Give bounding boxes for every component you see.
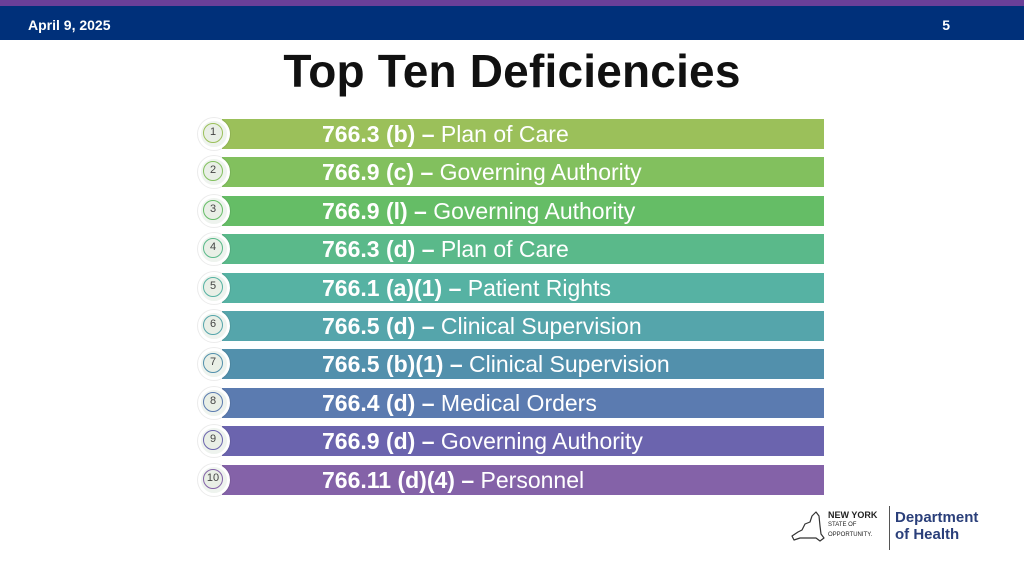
deficiency-row: 9 766.9 (d) – Governing Authority [198,425,828,459]
separator-dash: – [421,313,435,339]
separator-dash: – [448,274,462,301]
doh-wordmark: Department of Health [895,509,978,543]
rank-number: 7 [203,353,223,374]
deficiency-text: 766.1 (a)(1) – Patient Rights [322,274,611,302]
separator-dash: – [420,159,434,186]
deficiency-description: Governing Authority [440,428,643,455]
deficiency-description: Plan of Care [440,236,569,263]
deficiency-row: 8 766.4 (d) – Medical Orders [198,386,828,421]
rank-circle: 3 [198,194,230,227]
page-title: Top Ten Deficiencies [283,45,741,97]
doh-line-1: Department [895,509,979,526]
rank-number: 9 [203,430,223,451]
regulation-code: 766.3 (b) [322,121,416,147]
nys-tagline-2: OPPORTUNITY. [828,532,873,538]
rank-circle: 6 [198,310,230,342]
slide-page-number: 5 [942,17,950,33]
rank-circle: 1 [198,118,230,150]
separator-dash: – [421,236,435,263]
deficiency-text: 766.4 (d) – Medical Orders [322,389,597,417]
deficiency-description: Governing Authority [433,197,636,224]
deficiency-bar [222,349,824,380]
regulation-code: 766.9 (l) [322,197,408,224]
nys-tagline-1: STATE OF [828,522,857,528]
deficiency-text: 766.5 (b)(1) – Clinical Supervision [322,350,670,378]
deficiency-bar [222,426,824,457]
deficiency-row: 10 766.11 (d)(4) – Personnel [198,463,828,498]
rank-circle: 5 [198,271,230,304]
deficiency-bar [222,387,824,418]
top-accent-stripe [0,0,1024,6]
rank-number: 1 [203,123,223,143]
separator-dash: – [449,351,463,378]
rank-number: 4 [203,238,223,259]
regulation-code: 766.3 (d) [322,236,416,263]
deficiency-description: Plan of Care [440,121,569,147]
deficiency-description: Governing Authority [439,159,642,186]
rank-number: 10 [203,468,223,489]
deficiency-bar [222,234,824,265]
deficiency-row: 7 766.5 (b)(1) – Clinical Supervision [198,348,828,382]
deficiency-description: Clinical Supervision [440,313,642,339]
header-bar: April 9, 2025 5 [0,6,1024,40]
separator-dash: – [461,466,475,493]
new-york-state-map-icon [791,511,825,542]
regulation-code: 766.9 (d) [322,428,416,455]
rank-circle: 8 [198,386,230,419]
deficiency-text: 766.9 (d) – Governing Authority [322,427,643,455]
deficiency-description: Medical Orders [440,389,597,416]
doh-line-2: of Health [895,526,960,543]
deficiency-bar [222,311,824,341]
deficiency-description: Personnel [480,466,585,493]
rank-circle: 2 [198,156,230,189]
rank-circle: 7 [198,348,230,381]
rank-number: 6 [203,315,223,335]
deficiency-row: 3 766.9 (l) – Governing Authority [198,194,828,229]
regulation-code: 766.5 (d) [322,313,416,339]
regulation-code: 766.11 (d)(4) [322,466,455,493]
deficiency-bar [222,157,824,188]
deficiency-text: 766.11 (d)(4) – Personnel [322,466,584,494]
deficiency-row: 4 766.3 (d) – Plan of Care [198,233,828,267]
deficiency-row: 1 766.3 (b) – Plan of Care [198,118,828,152]
rank-circle: 10 [198,463,230,496]
deficiency-row: 2 766.9 (c) – Governing Authority [198,156,828,190]
deficiency-text: 766.9 (c) – Governing Authority [322,158,642,186]
separator-dash: – [421,428,435,455]
deficiency-text: 766.3 (b) – Plan of Care [322,120,569,148]
regulation-code: 766.5 (b)(1) [322,351,444,378]
nys-doh-logo: NEW YORK STATE OF OPPORTUNITY. Departmen… [788,502,988,558]
rank-circle: 4 [198,233,230,266]
deficiency-bar [222,119,824,149]
deficiency-row: 6 766.5 (d) – Clinical Supervision [198,310,828,344]
logo-divider [889,506,890,550]
rank-circle: 9 [198,425,230,458]
slide-date: April 9, 2025 [28,17,111,33]
separator-dash: – [421,121,435,147]
nys-wordmark: NEW YORK STATE OF OPPORTUNITY. [828,510,877,540]
deficiency-description: Patient Rights [467,274,611,301]
deficiency-bar [222,272,824,303]
separator-dash: – [421,389,435,416]
regulation-code: 766.9 (c) [322,159,415,186]
deficiency-text: 766.5 (d) – Clinical Supervision [322,312,642,340]
nys-name: NEW YORK [828,510,878,520]
rank-number: 2 [203,161,223,182]
deficiency-text: 766.3 (d) – Plan of Care [322,235,569,263]
deficiency-row: 5 766.1 (a)(1) – Patient Rights [198,271,828,306]
regulation-code: 766.4 (d) [322,389,416,416]
regulation-code: 766.1 (a)(1) [322,274,443,301]
deficiency-bar [222,195,824,226]
separator-dash: – [414,197,427,224]
rank-number: 5 [203,276,223,297]
rank-number: 3 [203,199,223,220]
deficiency-bar [222,464,824,495]
rank-number: 8 [203,391,223,412]
deficiency-text: 766.9 (l) – Governing Authority [322,197,635,225]
deficiency-description: Clinical Supervision [469,351,670,378]
